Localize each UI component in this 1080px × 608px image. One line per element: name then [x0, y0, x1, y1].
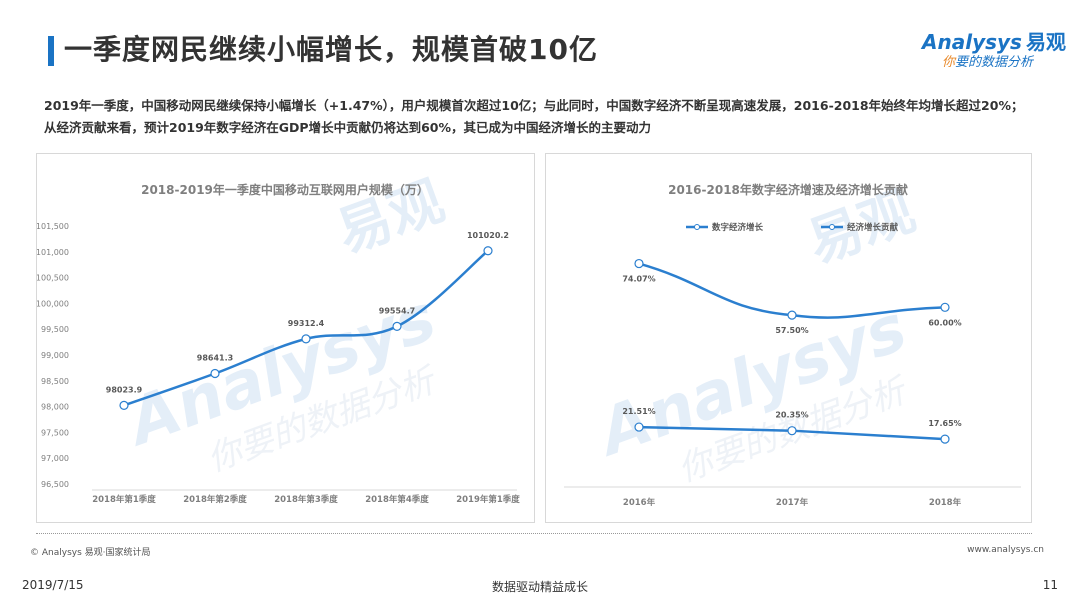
y-tick-label: 101,000 [37, 248, 69, 257]
data-label: 98641.3 [197, 354, 233, 363]
data-point [787, 426, 797, 436]
data-label: 17.65% [928, 419, 961, 428]
legend-label: 经济增长贡献 [847, 222, 899, 233]
page-number: 11 [1042, 578, 1058, 592]
data-point [483, 246, 493, 256]
data-label: 99554.7 [379, 306, 415, 315]
chart-title: 2016-2018年数字经济增速及经济增长贡献 [668, 182, 908, 197]
x-tick-label: 2017年 [776, 497, 809, 508]
source-note: © Analysys 易观·国家统计局 [30, 548, 151, 558]
data-point [634, 422, 644, 432]
y-tick-label: 96,500 [41, 480, 69, 489]
title-accent-bar [48, 36, 54, 66]
summary-text: 2019年一季度，中国移动网民继续保持小幅增长（+1.47%），用户规模首次超过… [44, 98, 1024, 135]
page-title: 一季度网民继续小幅增长，规模首破10亿 [64, 33, 598, 66]
analysys-logo: Analysys 易观 你要的数据分析 [922, 26, 1066, 72]
data-point [210, 368, 220, 379]
user-scale-chart-panel: Analysys 易观 你要的数据分析 2018-2019年一季度中国移动互联网… [36, 153, 535, 523]
y-tick-label: 98,500 [41, 377, 69, 386]
footer-slogan: 数据驱动精益成长 [491, 580, 588, 594]
x-tick-label: 2018年第4季度 [365, 494, 429, 505]
x-tick-label: 2016年 [623, 497, 656, 508]
digital-economy-chart: Analysys 易观 你要的数据分析 2016-2018年数字经济增速及经济增… [564, 179, 1021, 508]
legend-item: 数字经济增长 [686, 222, 764, 233]
y-tick-label: 99,000 [41, 351, 69, 360]
footer-date: 2019/7/15 [22, 578, 84, 592]
y-tick-label: 98,000 [41, 403, 69, 412]
x-tick-label: 2018年第3季度 [274, 494, 338, 505]
data-label: 98023.9 [106, 385, 143, 394]
data-label: 74.07% [622, 275, 655, 284]
series-line [638, 262, 946, 319]
data-point [787, 310, 797, 320]
data-point [392, 321, 402, 331]
legend-label: 数字经济增长 [712, 222, 764, 233]
user-scale-chart: Analysys 易观 你要的数据分析 2018-2019年一季度中国移动互联网… [37, 169, 520, 505]
data-label: 57.50% [775, 326, 808, 335]
data-point [119, 400, 129, 410]
data-label: 101020.2 [467, 231, 509, 240]
data-label: 20.35% [775, 411, 808, 420]
y-tick-label: 99,500 [41, 325, 69, 334]
data-point [301, 334, 311, 344]
legend-marker [829, 224, 835, 230]
data-label: 99312.4 [288, 319, 325, 328]
y-tick-label: 97,500 [41, 428, 69, 437]
x-tick-label: 2018年第2季度 [183, 494, 247, 505]
x-tick-label: 2019年第1季度 [456, 494, 520, 505]
digital-economy-chart-panel: Analysys 易观 你要的数据分析 2016-2018年数字经济增速及经济增… [545, 153, 1032, 523]
data-label: 60.00% [928, 318, 961, 327]
data-point [634, 258, 644, 269]
data-point [940, 434, 950, 444]
x-tick-label: 2018年第1季度 [92, 494, 156, 505]
x-tick-label: 2018年 [929, 497, 962, 508]
footer-divider [36, 533, 1032, 534]
logo-text: Analysys 易观 [922, 30, 1066, 54]
legend-item: 经济增长贡献 [821, 222, 899, 233]
legend-marker [694, 224, 700, 230]
y-tick-label: 100,500 [37, 274, 69, 283]
chart-title: 2018-2019年一季度中国移动互联网用户规模（万） [141, 182, 429, 197]
website-link[interactable]: www.analysys.cn [967, 545, 1044, 555]
y-tick-label: 97,000 [41, 454, 69, 463]
data-label: 21.51% [622, 407, 655, 416]
y-tick-label: 101,500 [37, 222, 69, 231]
data-point [940, 302, 950, 312]
y-tick-label: 100,000 [37, 299, 69, 308]
logo-slogan: 你要的数据分析 [942, 55, 1034, 70]
